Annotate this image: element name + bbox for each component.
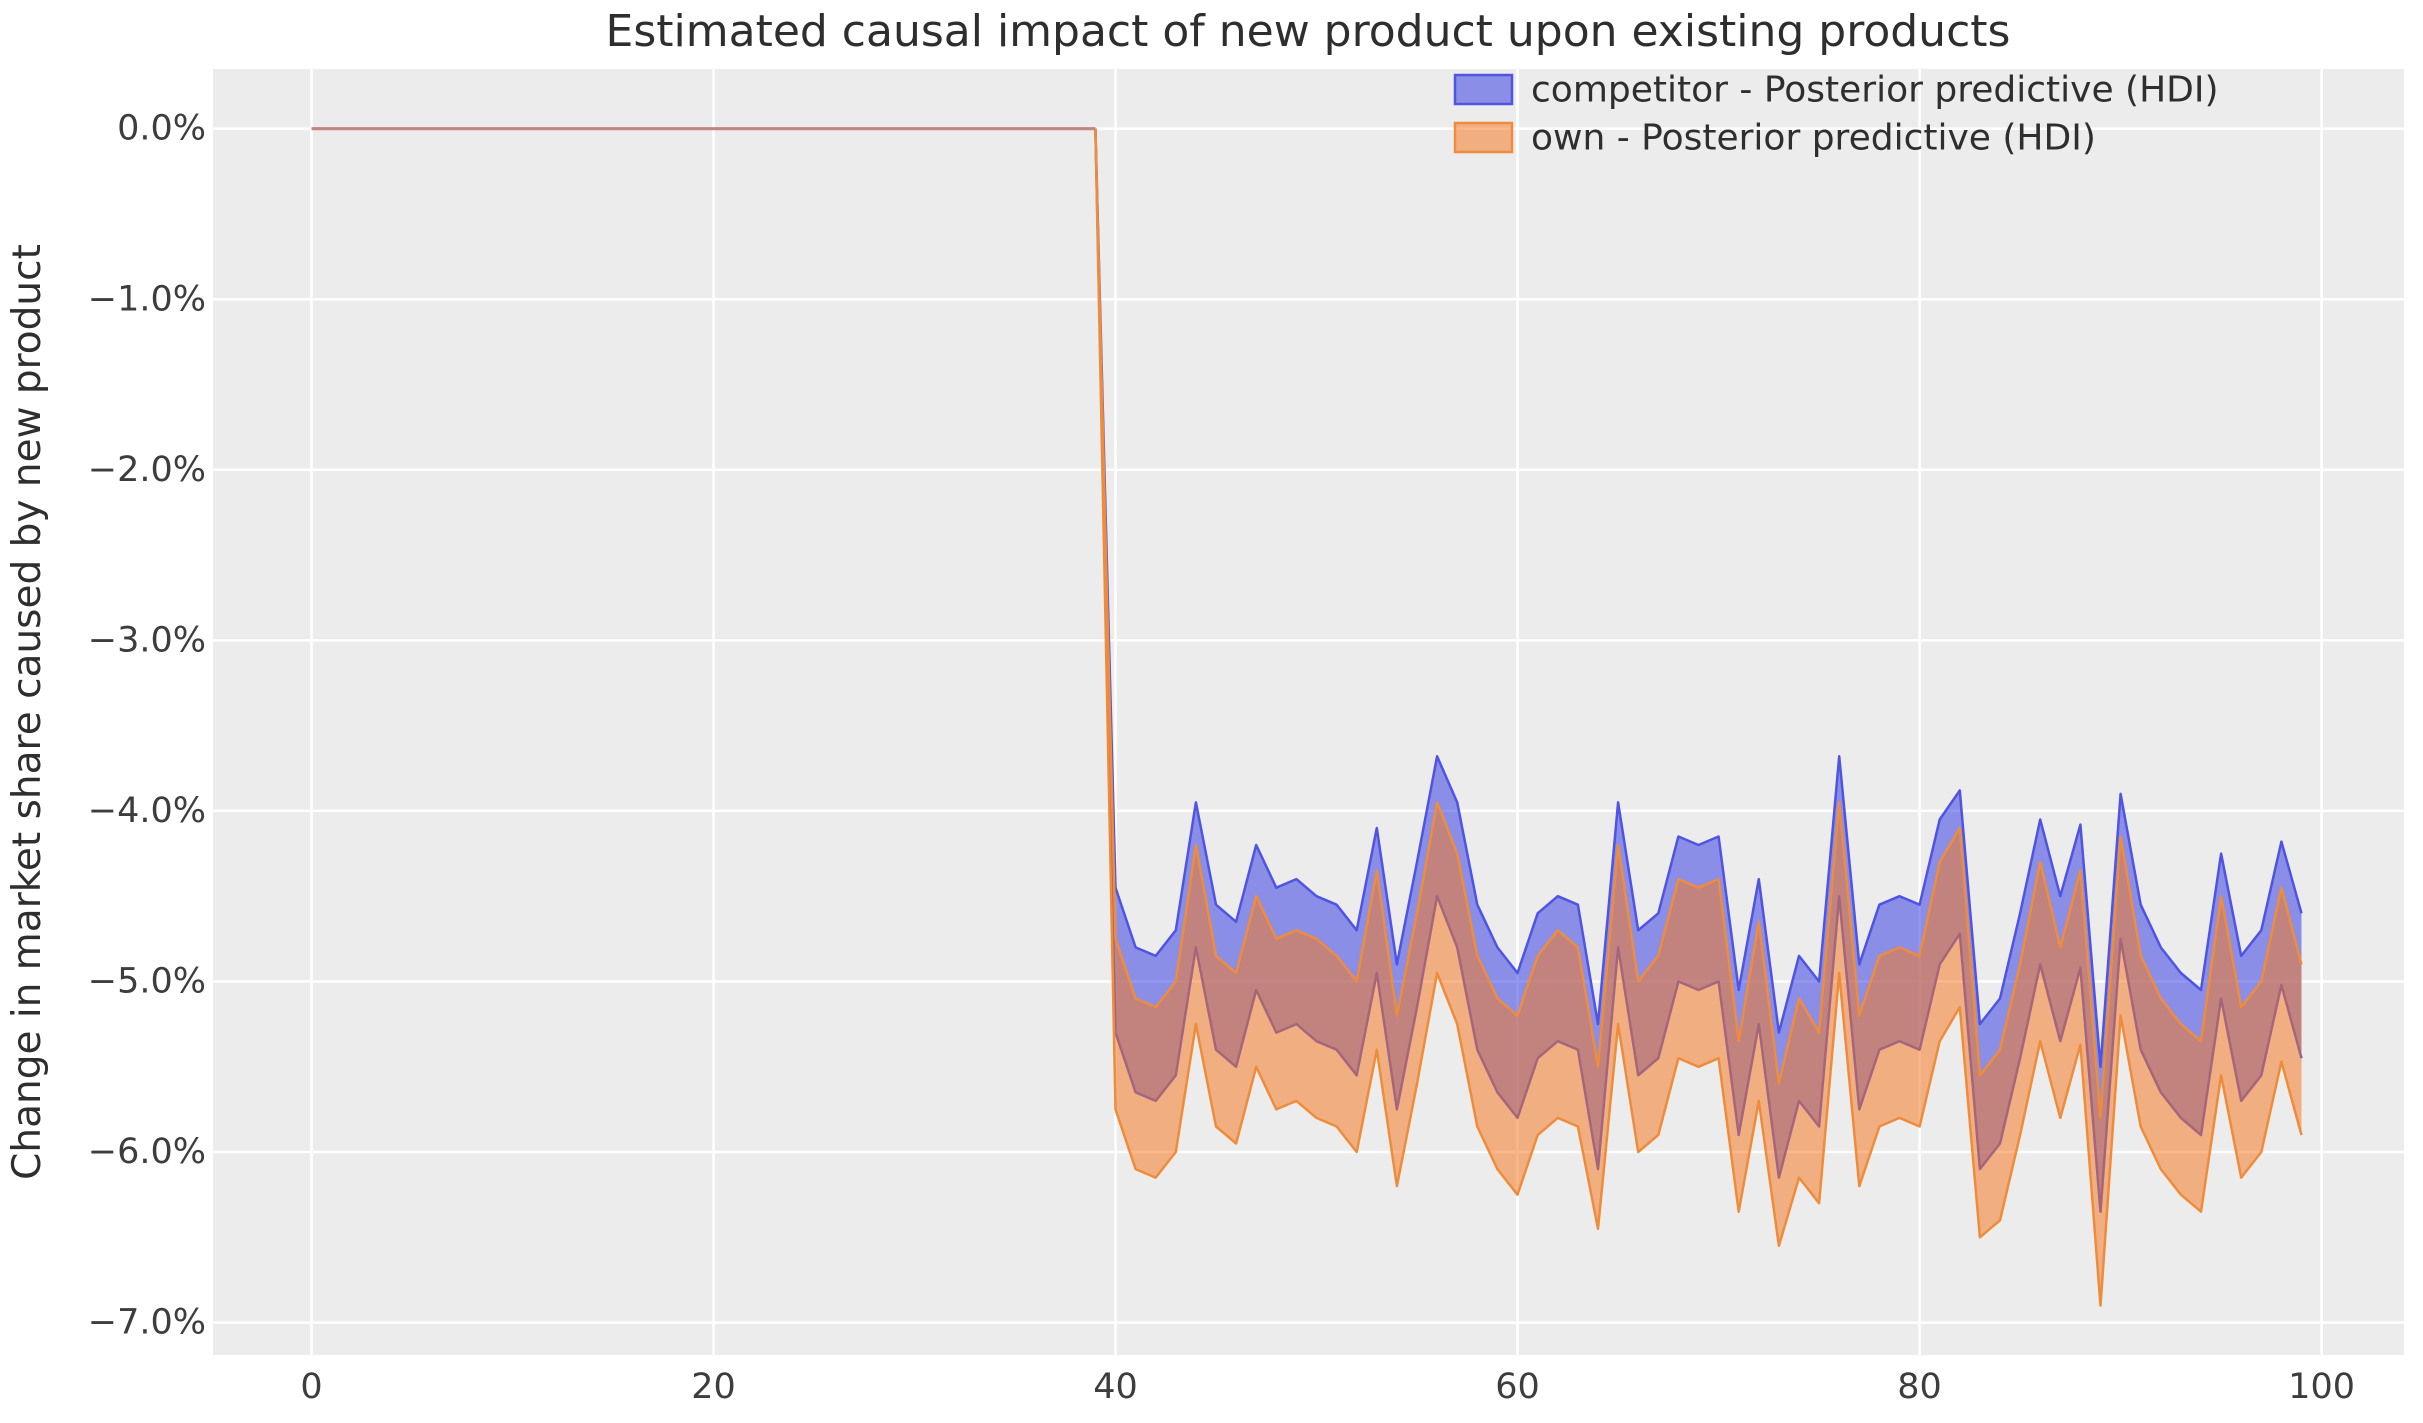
chart-title: Estimated causal impact of new product u… bbox=[606, 6, 2011, 57]
x-tick-label: 0 bbox=[300, 1367, 322, 1407]
hdi-lower-edge-1 bbox=[1094, 128, 2303, 1307]
gridlines bbox=[213, 69, 2404, 1355]
y-tick-label: −6.0% bbox=[88, 1132, 206, 1172]
y-axis-label: Change in market share caused by new pro… bbox=[5, 244, 50, 1180]
y-axis-tick-labels: 0.0% −1.0% −2.0% −3.0% −4.0% −5.0% −6.0% −7.0% bbox=[88, 109, 206, 1343]
legend-patch-competitor bbox=[1453, 73, 1514, 106]
y-tick-label: −1.0% bbox=[88, 279, 206, 319]
y-tick-label: −2.0% bbox=[88, 450, 206, 490]
series-bands bbox=[1094, 128, 2303, 1307]
y-tick-label: 0.0% bbox=[117, 109, 206, 149]
plot-area bbox=[213, 69, 2404, 1355]
legend-label-own: own - Posterior predictive (HDI) bbox=[1531, 118, 2096, 159]
legend: competitor - Posterior predictive (HDI) … bbox=[1453, 70, 2219, 159]
y-tick-label: −3.0% bbox=[88, 620, 206, 660]
y-tick-label: −4.0% bbox=[88, 791, 206, 831]
y-tick-label: −5.0% bbox=[88, 961, 206, 1001]
hdi-upper-edge-1 bbox=[1094, 128, 2303, 1120]
legend-item-own: own - Posterior predictive (HDI) bbox=[1453, 118, 2096, 159]
x-tick-label: 80 bbox=[1897, 1367, 1942, 1407]
y-tick-label: −7.0% bbox=[88, 1303, 206, 1343]
hdi-band-1 bbox=[1095, 128, 2302, 1306]
x-axis-tick-labels: 0 20 40 60 80 100 bbox=[300, 1367, 2355, 1407]
legend-patch-own bbox=[1453, 121, 1514, 154]
x-tick-label: 100 bbox=[2288, 1367, 2355, 1407]
legend-label-competitor: competitor - Posterior predictive (HDI) bbox=[1531, 70, 2219, 111]
x-tick-label: 60 bbox=[1495, 1367, 1540, 1407]
legend-item-competitor: competitor - Posterior predictive (HDI) bbox=[1453, 70, 2219, 111]
x-tick-label: 20 bbox=[691, 1367, 736, 1407]
x-tick-label: 40 bbox=[1093, 1367, 1138, 1407]
hdi-upper-edge-0 bbox=[1094, 128, 2303, 1069]
